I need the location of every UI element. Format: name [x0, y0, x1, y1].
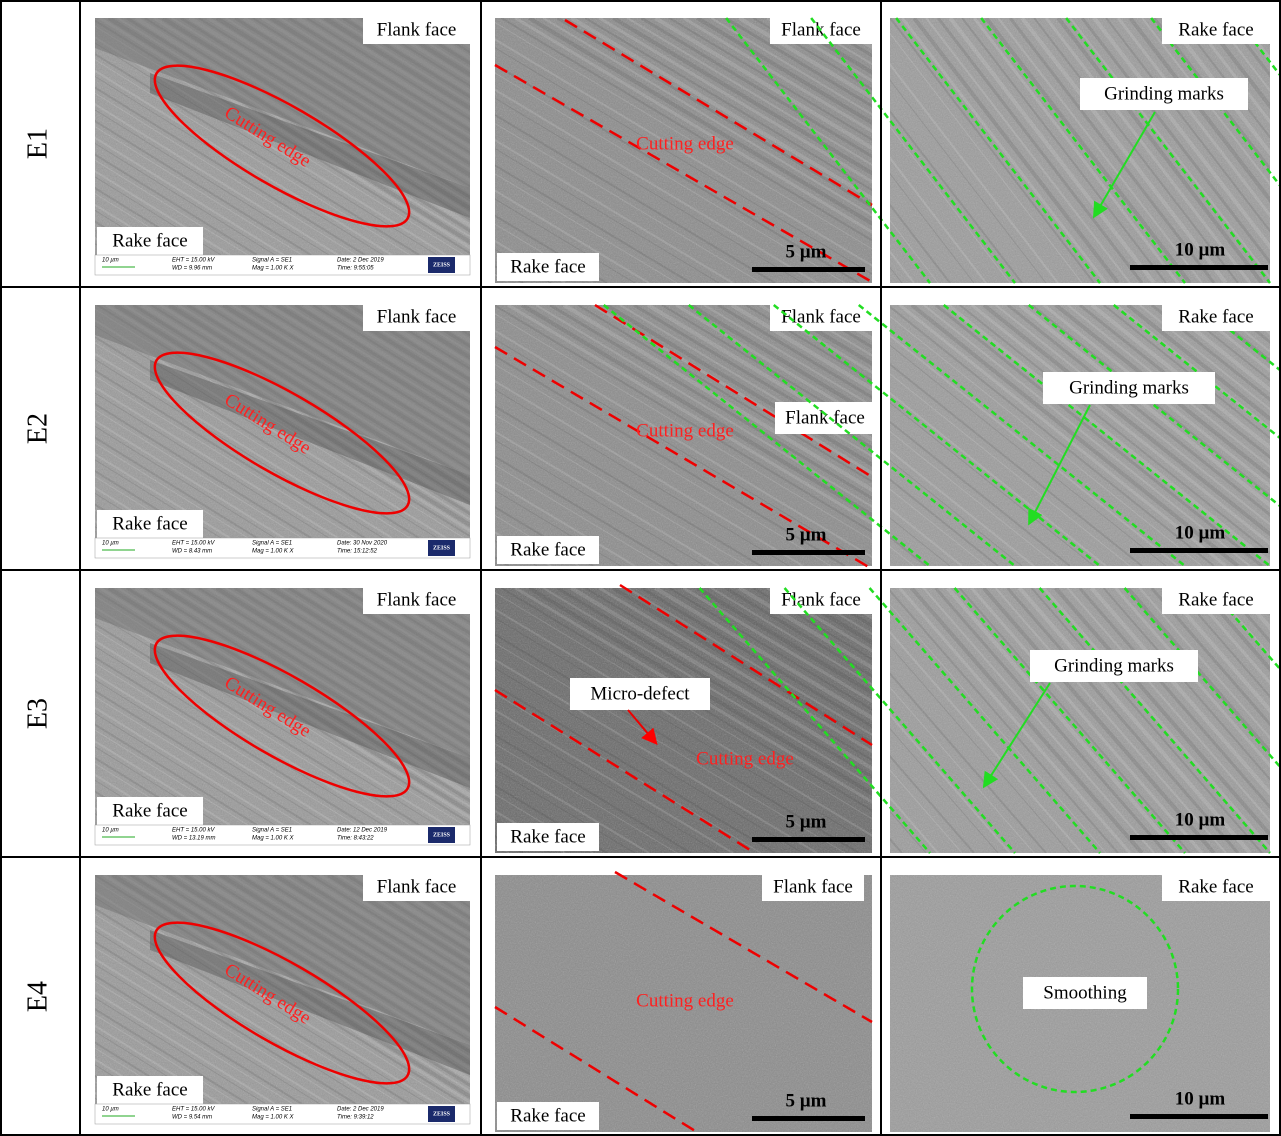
sem-date: Date: 2 Dec 2019 — [337, 258, 384, 264]
sem-time: Time: 9:55:05 — [337, 266, 374, 272]
label: Rake face — [510, 1105, 585, 1126]
label: Micro-defect — [590, 683, 690, 704]
label: Smoothing — [1043, 982, 1127, 1003]
label: Rake face — [112, 513, 187, 534]
label: Rake face — [112, 800, 187, 821]
row-label: E1 — [22, 128, 53, 159]
label: Flank face — [377, 306, 457, 327]
scale-bar — [1130, 1114, 1268, 1119]
label: Rake face — [510, 826, 585, 847]
sem-logo: ZEISS — [433, 832, 451, 838]
panels: E1 Cutting edge Flank face Rake face 10 µm EH… — [0, 16, 1281, 1134]
edge-label: Cutting edge — [636, 990, 734, 1011]
scale-label: 10 µm — [1175, 239, 1226, 260]
scale-label: 10 µm — [1175, 1088, 1226, 1109]
scale-bar — [1130, 835, 1268, 840]
label: Flank face — [785, 407, 865, 428]
sem-time: Time: 9:39:12 — [337, 1115, 374, 1121]
sem-logo: ZEISS — [433, 545, 451, 551]
row-label: E2 — [22, 413, 53, 444]
label: Flank face — [377, 876, 457, 897]
label: Rake face — [510, 256, 585, 277]
label: Flank face — [781, 306, 861, 327]
label: Flank face — [377, 19, 457, 40]
sem-mag: Mag = 1.00 K X — [252, 1115, 295, 1121]
sem-logo: ZEISS — [433, 1111, 451, 1117]
scale-bar — [752, 267, 865, 272]
sem-signal: Signal A = SE1 — [252, 258, 292, 264]
scale-label: 10 µm — [1175, 522, 1226, 543]
label: Flank face — [377, 589, 457, 610]
sem-scale: 10 µm — [102, 541, 119, 547]
scale-label: 5 µm — [785, 811, 826, 832]
sem-eht: EHT = 15.00 kV — [172, 541, 216, 547]
sem-mag: Mag = 1.00 K X — [252, 266, 295, 272]
label: Flank face — [781, 589, 861, 610]
edge-label: Cutting edge — [636, 420, 734, 441]
label: Rake face — [1178, 19, 1253, 40]
sem-wd: WD = 9.96 mm — [172, 266, 212, 272]
sem-eht: EHT = 15.00 kV — [172, 828, 216, 834]
label: Grinding marks — [1054, 655, 1174, 676]
sem-date: Date: 12 Dec 2019 — [337, 828, 388, 834]
scale-bar — [1130, 548, 1268, 553]
sem-wd: WD = 13.19 mm — [172, 836, 216, 842]
sem-time: Time: 15:12:52 — [337, 549, 378, 555]
label: Grinding marks — [1104, 83, 1224, 104]
label: Rake face — [112, 230, 187, 251]
row-label: E4 — [22, 981, 53, 1012]
sem-wd: WD = 9.54 mm — [172, 1115, 212, 1121]
label: Grinding marks — [1069, 377, 1189, 398]
row-label: E3 — [22, 698, 53, 729]
sem-mag: Mag = 1.00 K X — [252, 836, 295, 842]
edge-label: Cutting edge — [636, 133, 734, 154]
label: Flank face — [773, 876, 853, 897]
scale-label: 10 µm — [1175, 809, 1226, 830]
scale-bar — [752, 837, 865, 842]
label: Rake face — [112, 1079, 187, 1100]
label: Rake face — [1178, 306, 1253, 327]
scale-bar — [1130, 265, 1268, 270]
sem-wd: WD = 8.43 mm — [172, 549, 212, 555]
edge-label: Cutting edge — [696, 748, 794, 769]
scale-label: 5 µm — [785, 524, 826, 545]
sem-date: Date: 2 Dec 2019 — [337, 1107, 384, 1113]
sem-eht: EHT = 15.00 kV — [172, 258, 216, 264]
figure: E1 Cutting edge Flank face Rake face 10 µm EH… — [0, 0, 1281, 1136]
sem-signal: Signal A = SE1 — [252, 828, 292, 834]
scale-label: 5 µm — [785, 241, 826, 262]
sem-signal: Signal A = SE1 — [252, 541, 292, 547]
sem-signal: Signal A = SE1 — [252, 1107, 292, 1113]
sem-time: Time: 8:43:22 — [337, 836, 374, 842]
scale-bar — [752, 550, 865, 555]
label: Rake face — [1178, 876, 1253, 897]
label: Rake face — [1178, 589, 1253, 610]
sem-scale: 10 µm — [102, 828, 119, 834]
sem-scale: 10 µm — [102, 1107, 119, 1113]
sem-logo: ZEISS — [433, 262, 451, 268]
scale-label: 5 µm — [785, 1090, 826, 1111]
sem-scale: 10 µm — [102, 258, 119, 264]
scale-bar — [752, 1116, 865, 1121]
sem-mag: Mag = 1.00 K X — [252, 549, 295, 555]
label: Rake face — [510, 539, 585, 560]
sem-date: Date: 30 Nov 2020 — [337, 541, 388, 547]
sem-eht: EHT = 15.00 kV — [172, 1107, 216, 1113]
